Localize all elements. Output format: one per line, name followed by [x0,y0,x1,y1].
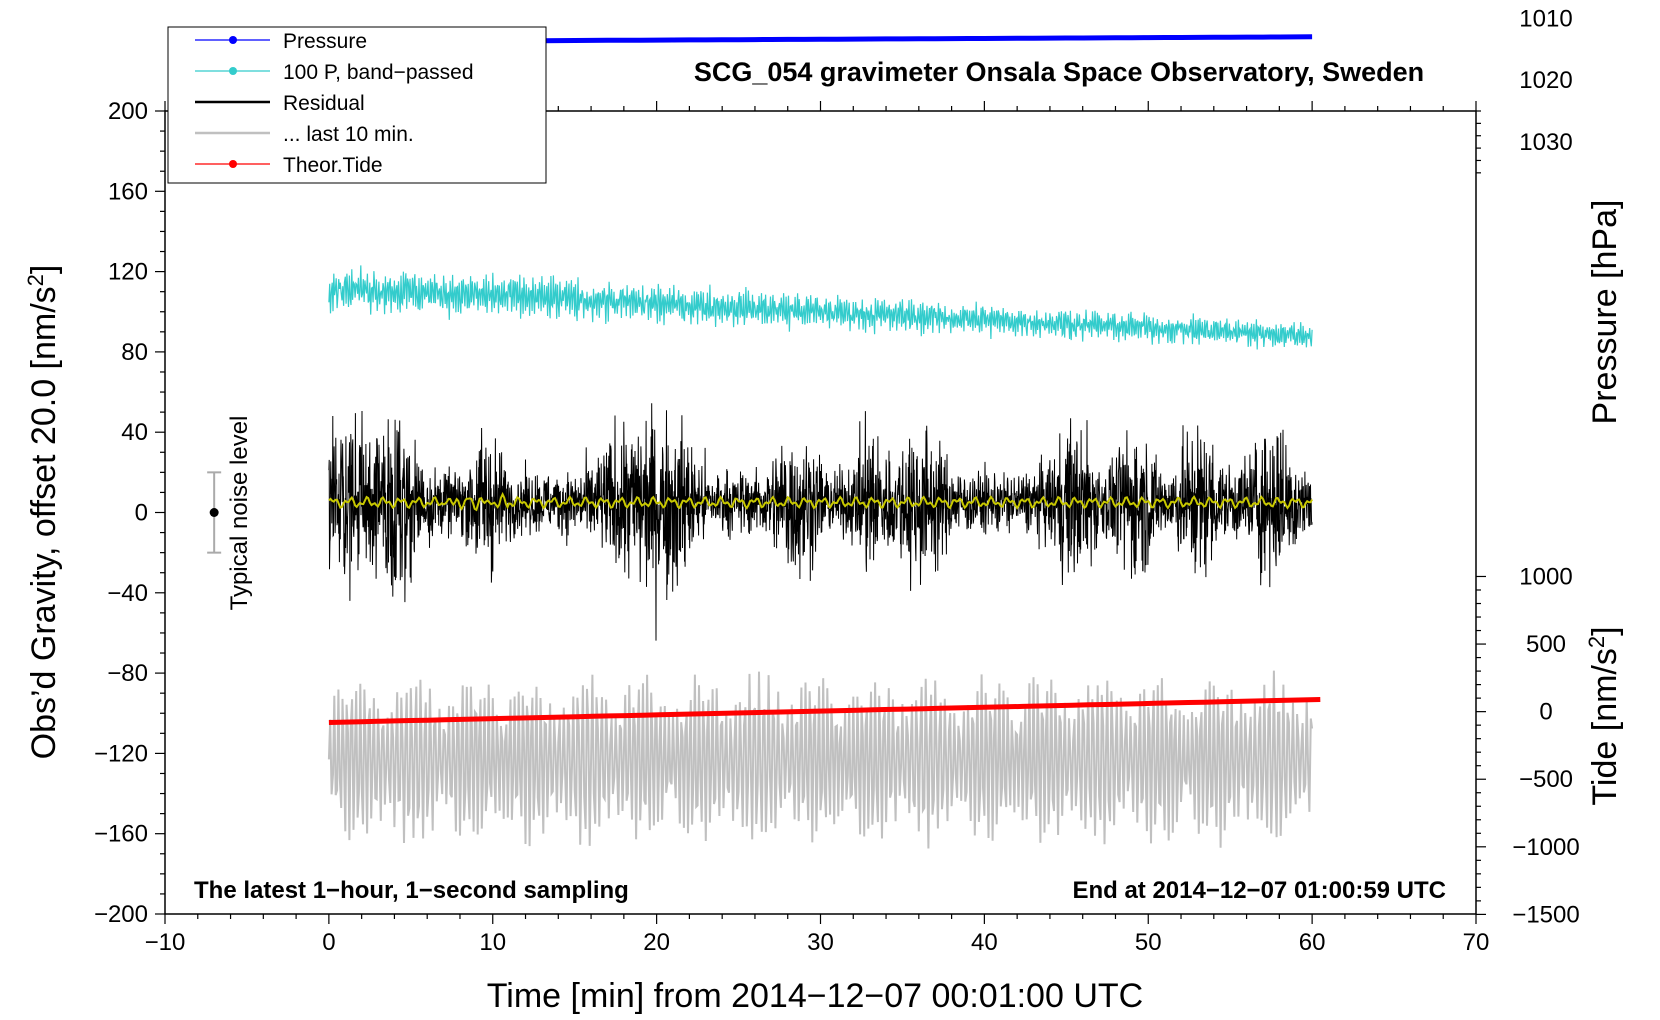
x-tick-label: 10 [479,929,506,956]
tide-tick-label: −1500 [1512,901,1579,928]
y-tick-label: −80 [107,660,148,687]
y-axis-title: Obs’d Gravity, offset 20.0 [nm/s2] [23,265,64,760]
tide-tick-label: 0 [1539,699,1552,726]
pressure-tick-label: 1020 [1519,67,1572,94]
annotation-sampling: The latest 1−hour, 1−second sampling [194,877,629,904]
x-tick-label: 50 [1135,929,1162,956]
tide-tick-label: 1000 [1519,563,1572,590]
y-tick-label: 0 [135,500,148,527]
x-tick-label: −10 [145,929,186,956]
y-tick-label: 40 [121,419,148,446]
y-tick-label: 80 [121,339,148,366]
tide-tick-label: −1000 [1512,834,1579,861]
y-tick-label: 160 [108,178,148,205]
x-tick-label: 30 [807,929,834,956]
series-last-10-min [327,670,1314,849]
x-tick-label: 70 [1463,929,1490,956]
legend-label: Theor.Tide [283,154,383,177]
tide-tick-label: 500 [1526,631,1566,658]
pressure-tick-label: 1030 [1519,129,1572,156]
chart-title: SCG_054 gravimeter Onsala Space Observat… [694,57,1424,87]
x-tick-label: 40 [971,929,998,956]
legend: Pressure 100 P, band−passed Residual ... la… [167,26,547,184]
x-tick-label: 0 [322,929,335,956]
y-tick-label: 120 [108,259,148,286]
y-tick-labels: 200 160 120 80 40 0 −40 −80 −120 −160 −200 [94,98,148,928]
series-smoothed-residual [328,491,1313,512]
y-tick-label: −40 [107,580,148,607]
x-tick-label: 60 [1299,929,1326,956]
legend-marker [229,160,237,168]
series-residual [328,403,1313,641]
legend-marker [229,67,237,75]
noise-bar-point [209,508,219,517]
y-tick-label: −120 [94,740,148,767]
legend-label: ... last 10 min. [283,123,414,146]
x-axis-title: Time [min] from 2014−12−07 00:01:00 UTC [487,977,1143,1015]
series-theoretical-tide [328,697,1321,725]
series-band-passed-pressure [328,265,1313,350]
x-tick-label: 20 [643,929,670,956]
tide-tick-labels: 1000 500 0 −500 −1000 −1500 [1512,563,1579,928]
y-tick-label: −160 [94,821,148,848]
tide-axis-title: Tide [nm/s2] [1584,626,1625,805]
noise-level-label: Typical noise level [226,416,253,611]
pressure-axis-title: Pressure [hPa] [1586,200,1624,425]
legend-label: Residual [283,92,365,115]
y-tick-label: −200 [94,901,148,928]
y-tick-label: 200 [108,98,148,125]
legend-label: Pressure [283,30,367,53]
legend-marker [229,36,237,44]
pressure-tick-label: 1010 [1519,5,1572,32]
pressure-tick-labels: 1030102010101000990980 [1519,5,1572,156]
legend-label: 100 P, band−passed [283,61,474,84]
annotation-end-time: End at 2014−12−07 01:00:59 UTC [1072,877,1446,904]
tide-tick-label: −500 [1519,766,1573,793]
legend-box [167,26,547,184]
x-tick-labels: −10 0 10 20 30 40 50 60 70 [145,929,1490,956]
typical-noise-bar [207,471,222,554]
